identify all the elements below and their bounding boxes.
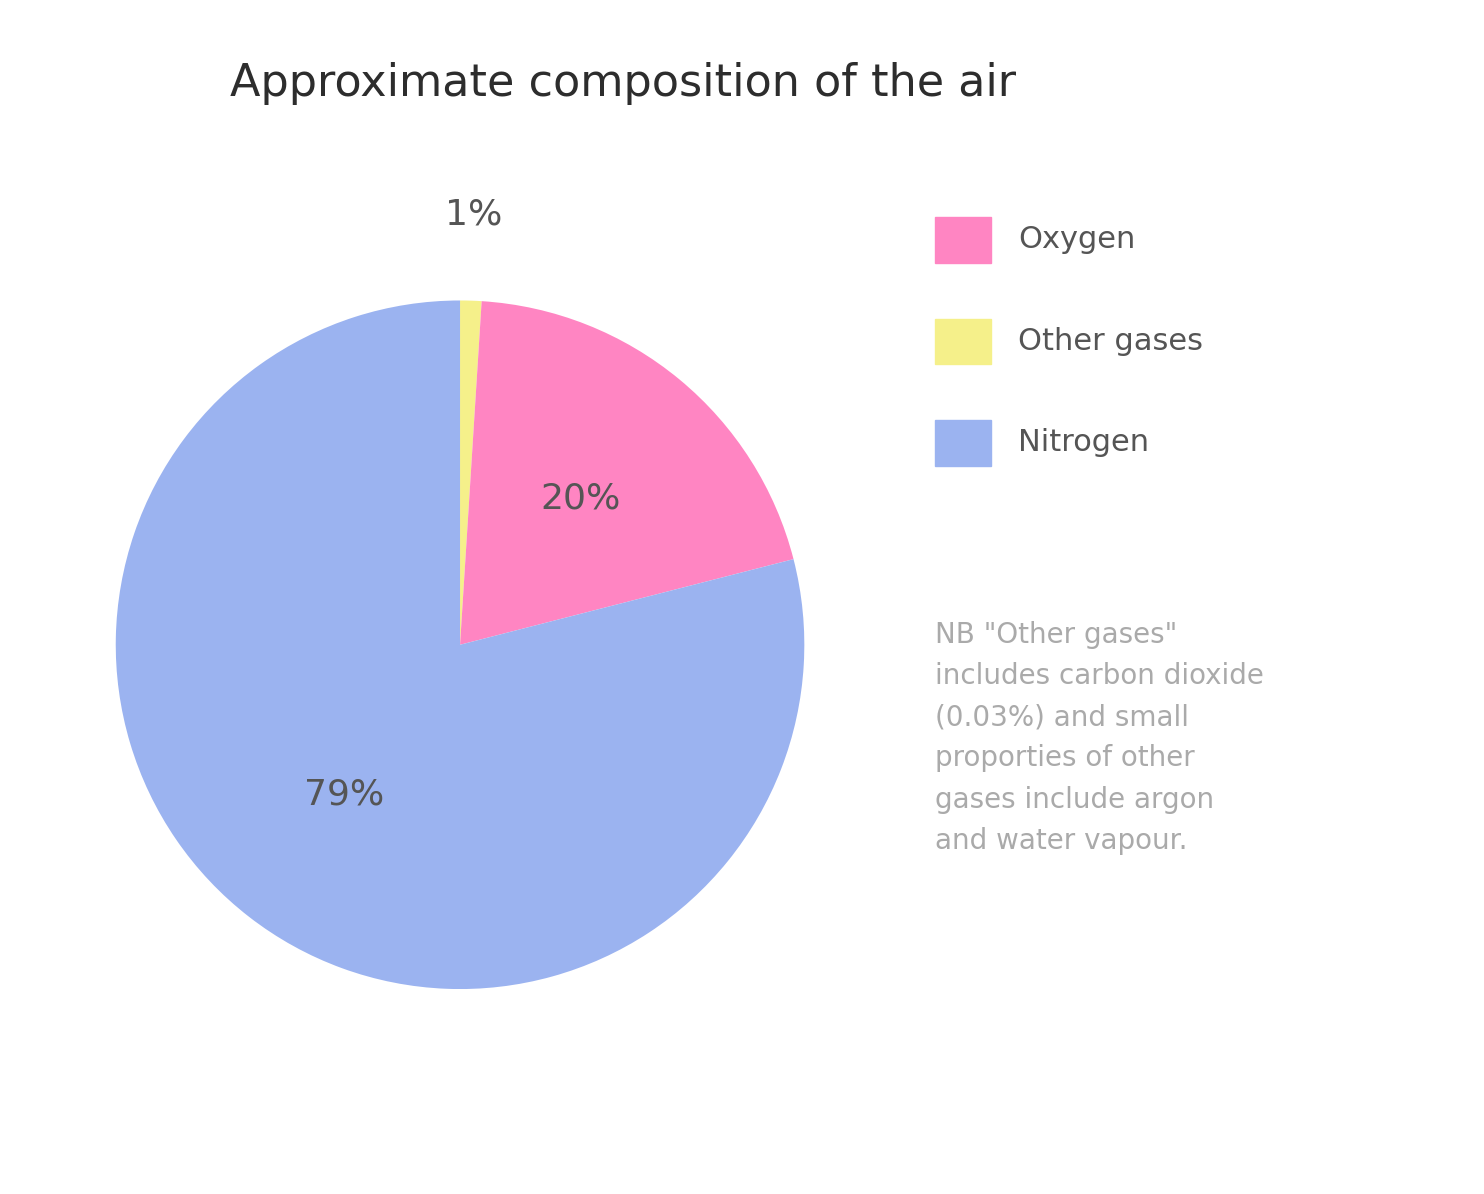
Text: NB "Other gases"
includes carbon dioxide
(0.03%) and small
proporties of other
g: NB "Other gases" includes carbon dioxide…: [935, 621, 1264, 855]
Wedge shape: [460, 301, 794, 645]
Text: Other gases: Other gases: [1018, 327, 1204, 356]
Text: 79%: 79%: [304, 777, 384, 812]
Text: 20%: 20%: [540, 482, 620, 516]
Text: Oxygen: Oxygen: [1018, 226, 1135, 254]
Wedge shape: [116, 301, 804, 989]
Text: 1%: 1%: [445, 198, 502, 232]
Text: Approximate composition of the air: Approximate composition of the air: [230, 62, 1017, 105]
Text: Nitrogen: Nitrogen: [1018, 429, 1149, 457]
Wedge shape: [460, 301, 482, 645]
